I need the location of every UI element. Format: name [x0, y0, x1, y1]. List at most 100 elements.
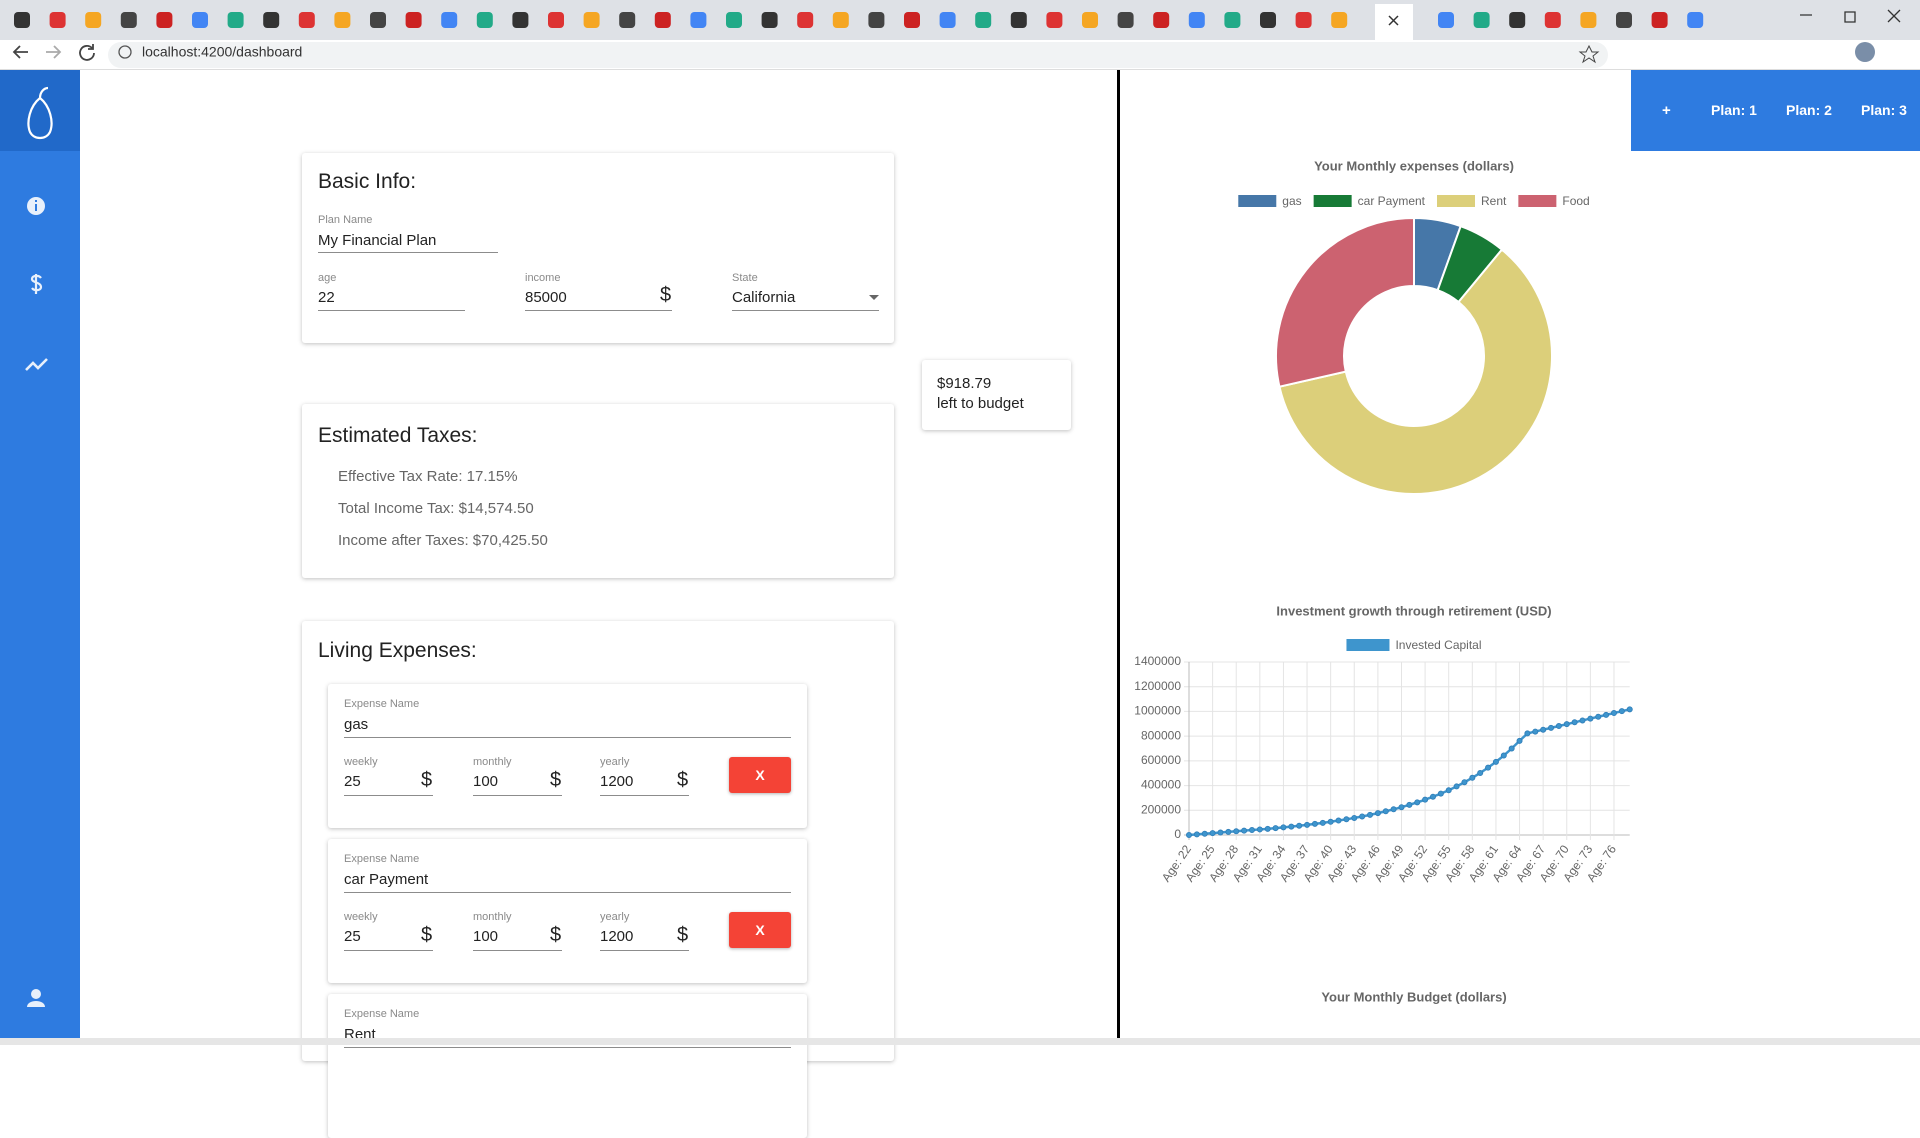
tab-icon[interactable]	[1295, 12, 1312, 28]
input-underline	[600, 950, 689, 951]
tab-icon[interactable]	[1010, 12, 1027, 28]
tab-icon[interactable]	[85, 12, 102, 28]
tab-icon[interactable]	[1544, 12, 1561, 28]
tab-icon[interactable]	[654, 12, 671, 28]
tab-icon[interactable]	[441, 12, 458, 28]
expense-name-input[interactable]: gas	[344, 716, 369, 733]
info-icon[interactable]	[27, 197, 45, 215]
tab-icon[interactable]	[227, 12, 244, 28]
tab-icon[interactable]	[512, 12, 529, 28]
tab-icon[interactable]	[939, 12, 956, 28]
tab-icon[interactable]	[868, 12, 885, 28]
data-point	[1524, 730, 1531, 737]
data-point	[1359, 813, 1366, 820]
age-input[interactable]: 22	[318, 289, 335, 306]
plan-button[interactable]: Plan: 2	[1786, 102, 1832, 118]
data-point	[1595, 713, 1602, 720]
tab-icon[interactable]	[797, 12, 814, 28]
tab-icon[interactable]	[726, 12, 742, 28]
tab-icon[interactable]	[690, 12, 707, 28]
tab-icon[interactable]	[583, 12, 600, 28]
profile-avatar[interactable]	[1855, 42, 1875, 62]
weekly-input[interactable]: 25	[344, 928, 361, 945]
expense-name-input[interactable]: car Payment	[344, 871, 429, 888]
data-point	[1248, 827, 1255, 834]
tab-icon[interactable]	[263, 12, 280, 28]
data-point	[1445, 787, 1452, 794]
tab-icon[interactable]	[619, 12, 636, 28]
tab-icon[interactable]	[832, 12, 849, 28]
plan-button[interactable]: Plan: 1	[1711, 102, 1757, 118]
card-title: Living Expenses:	[318, 639, 477, 662]
plan-button[interactable]: Plan: 3	[1861, 102, 1907, 118]
tab-icon[interactable]	[975, 12, 992, 28]
monthly-input[interactable]: 100	[473, 773, 499, 790]
forward-button[interactable]	[46, 45, 62, 59]
tab-icon[interactable]	[1580, 12, 1597, 28]
yearly-input[interactable]: 1200	[600, 773, 634, 790]
tab-icon[interactable]	[761, 12, 778, 28]
tab-icon[interactable]	[1509, 12, 1526, 28]
budget-amount: $918.79	[937, 375, 992, 392]
user-icon[interactable]	[27, 989, 45, 1007]
address-bar[interactable]	[108, 42, 1608, 68]
currency-suffix: $	[660, 284, 672, 306]
remove-button[interactable]: X	[729, 757, 791, 793]
tab-icon[interactable]	[334, 12, 351, 28]
field-label: monthly	[473, 911, 512, 923]
legend: gas car Payment Rent Food	[1238, 194, 1590, 208]
tab-icon[interactable]	[49, 12, 66, 28]
tab-icon[interactable]	[1651, 12, 1668, 28]
dropdown-arrow[interactable]	[869, 295, 879, 300]
tab-icon[interactable]	[476, 12, 493, 28]
tab-icon[interactable]	[156, 12, 173, 28]
monthly-input[interactable]: 100	[473, 928, 499, 945]
tab-icon[interactable]	[192, 12, 208, 28]
tab-icon[interactable]	[1224, 12, 1241, 28]
tab-icon[interactable]	[904, 12, 920, 28]
tab-icon[interactable]	[1188, 12, 1205, 28]
window-controls[interactable]	[1800, 9, 1901, 23]
tab-icon[interactable]	[405, 12, 422, 28]
yearly-input[interactable]: 1200	[600, 928, 634, 945]
tab-icon[interactable]	[1117, 12, 1134, 28]
back-button[interactable]	[12, 45, 28, 59]
tab-icon[interactable]	[1438, 12, 1454, 28]
tab-icon[interactable]	[1046, 12, 1063, 28]
dollar-icon[interactable]	[30, 274, 43, 294]
input-underline	[344, 950, 433, 951]
logo[interactable]	[27, 86, 53, 140]
add-plan-button[interactable]: +	[1662, 102, 1671, 119]
scrollbar[interactable]	[0, 1038, 1920, 1045]
chart-title: Your Monthly Budget (dollars)	[1321, 989, 1506, 1004]
tab-icon[interactable]	[14, 12, 30, 28]
data-point	[1186, 832, 1193, 839]
income-input[interactable]: 85000	[525, 289, 567, 306]
field-label: Expense Name	[344, 698, 420, 710]
remove-button[interactable]: X	[729, 912, 791, 948]
chart-title: Your Monthly expenses (dollars)	[1314, 158, 1514, 173]
tab-icon[interactable]	[1473, 12, 1490, 28]
tab-close[interactable]	[1388, 15, 1399, 26]
bookmark-star[interactable]	[1578, 44, 1600, 64]
tab-icon[interactable]	[1687, 12, 1704, 28]
data-point	[1508, 745, 1515, 752]
site-info-icon[interactable]	[118, 45, 132, 59]
trend-icon[interactable]	[25, 358, 48, 371]
remove-label[interactable]: X	[755, 767, 765, 783]
tab-icon[interactable]	[1616, 12, 1632, 28]
state-select[interactable]: California	[732, 289, 796, 306]
tab-icon[interactable]	[1082, 12, 1098, 28]
tab-icon[interactable]	[1153, 12, 1170, 28]
tab-icon[interactable]	[120, 12, 137, 28]
weekly-input[interactable]: 25	[344, 773, 361, 790]
remove-label[interactable]: X	[755, 922, 765, 938]
tab-icon[interactable]	[1331, 12, 1348, 28]
tab-icon[interactable]	[1260, 12, 1276, 28]
plan-name-input[interactable]: My Financial Plan	[318, 232, 437, 249]
tab-icon[interactable]	[298, 12, 315, 28]
tab-icon[interactable]	[548, 12, 564, 28]
tab-icon[interactable]	[370, 12, 386, 28]
reload-button[interactable]	[79, 44, 95, 61]
url[interactable]: localhost:4200/dashboard	[142, 44, 302, 60]
